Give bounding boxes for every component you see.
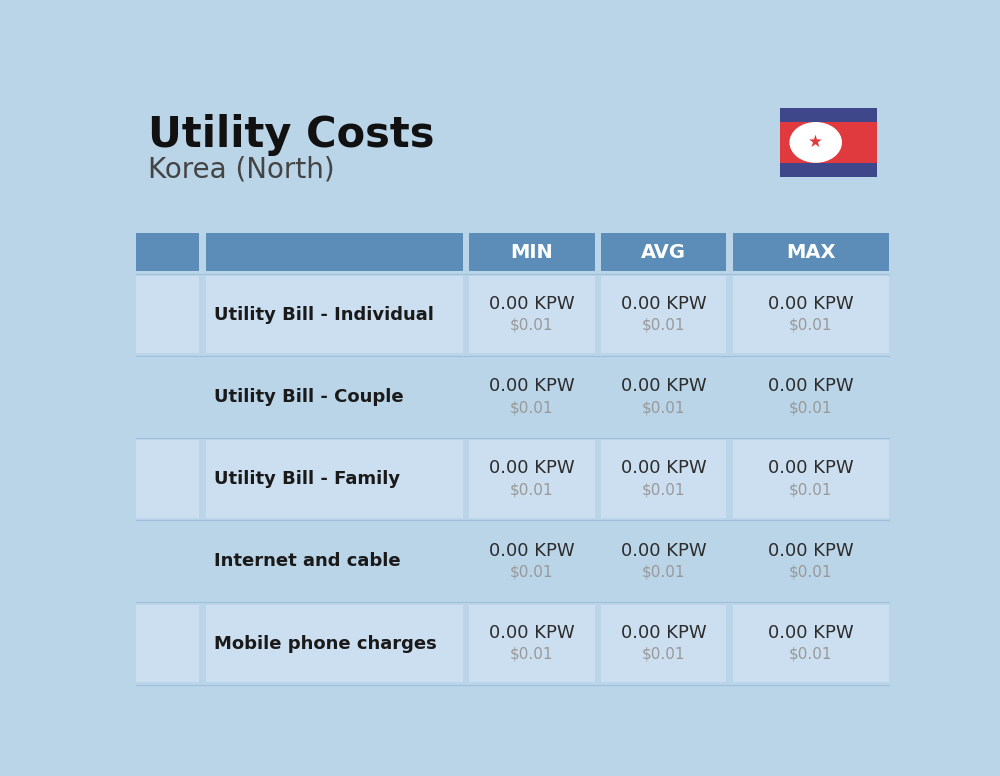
Text: MIN: MIN [511,243,553,262]
Text: 0.00 KPW: 0.00 KPW [489,624,575,642]
Text: Internet and cable: Internet and cable [214,553,401,570]
Text: 0.00 KPW: 0.00 KPW [489,295,575,313]
Bar [469,276,595,353]
Text: 0.00 KPW: 0.00 KPW [489,542,575,559]
Bar [733,359,889,435]
Bar [206,605,463,682]
Text: $0.01: $0.01 [642,483,685,497]
Text: 0.00 KPW: 0.00 KPW [621,624,706,642]
Text: $0.01: $0.01 [642,564,685,580]
Bar [601,233,726,271]
Bar [136,522,199,600]
Bar [136,605,199,682]
Bar [136,276,199,353]
Text: 0.00 KPW: 0.00 KPW [621,542,706,559]
Bar [469,441,595,518]
Text: 0.00 KPW: 0.00 KPW [768,377,854,395]
Bar [733,233,889,271]
Bar [733,605,889,682]
Bar [206,276,463,353]
Text: $0.01: $0.01 [510,646,554,662]
Text: $0.01: $0.01 [642,318,685,333]
Text: 0.00 KPW: 0.00 KPW [768,542,854,559]
Text: $0.01: $0.01 [789,483,833,497]
Text: 0.00 KPW: 0.00 KPW [768,459,854,477]
Bar [733,441,889,518]
Bar [601,522,726,600]
Circle shape [790,123,841,162]
Text: 0.00 KPW: 0.00 KPW [489,459,575,477]
Text: Utility Costs: Utility Costs [148,114,435,156]
Text: 0.00 KPW: 0.00 KPW [768,295,854,313]
Bar [469,233,595,271]
Text: $0.01: $0.01 [642,400,685,415]
Text: 0.00 KPW: 0.00 KPW [489,377,575,395]
Bar [780,163,877,177]
Bar [601,605,726,682]
Text: $0.01: $0.01 [789,318,833,333]
Text: 0.00 KPW: 0.00 KPW [768,624,854,642]
Text: $0.01: $0.01 [510,564,554,580]
Text: ★: ★ [808,133,823,151]
Text: $0.01: $0.01 [789,564,833,580]
Bar [733,522,889,600]
Text: $0.01: $0.01 [789,646,833,662]
Bar [601,441,726,518]
Bar [780,108,877,122]
Text: $0.01: $0.01 [789,400,833,415]
Text: Utility Bill - Couple: Utility Bill - Couple [214,388,404,406]
Bar [601,359,726,435]
Text: 0.00 KPW: 0.00 KPW [621,295,706,313]
Bar [206,359,463,435]
Text: MAX: MAX [786,243,836,262]
Bar [206,522,463,600]
Bar [780,122,877,163]
Text: Mobile phone charges: Mobile phone charges [214,635,437,653]
Bar [206,233,463,271]
Bar [469,522,595,600]
Bar [136,233,199,271]
Text: $0.01: $0.01 [510,318,554,333]
Text: 0.00 KPW: 0.00 KPW [621,377,706,395]
Bar [136,441,199,518]
Text: 0.00 KPW: 0.00 KPW [621,459,706,477]
Text: AVG: AVG [641,243,686,262]
Bar [206,441,463,518]
Text: Utility Bill - Family: Utility Bill - Family [214,470,400,488]
Text: $0.01: $0.01 [510,483,554,497]
Bar [733,276,889,353]
Bar [469,359,595,435]
Bar [136,359,199,435]
Text: Utility Bill - Individual: Utility Bill - Individual [214,306,434,324]
Bar [601,276,726,353]
Text: $0.01: $0.01 [510,400,554,415]
Bar [469,605,595,682]
Text: $0.01: $0.01 [642,646,685,662]
Text: Korea (North): Korea (North) [148,156,335,184]
